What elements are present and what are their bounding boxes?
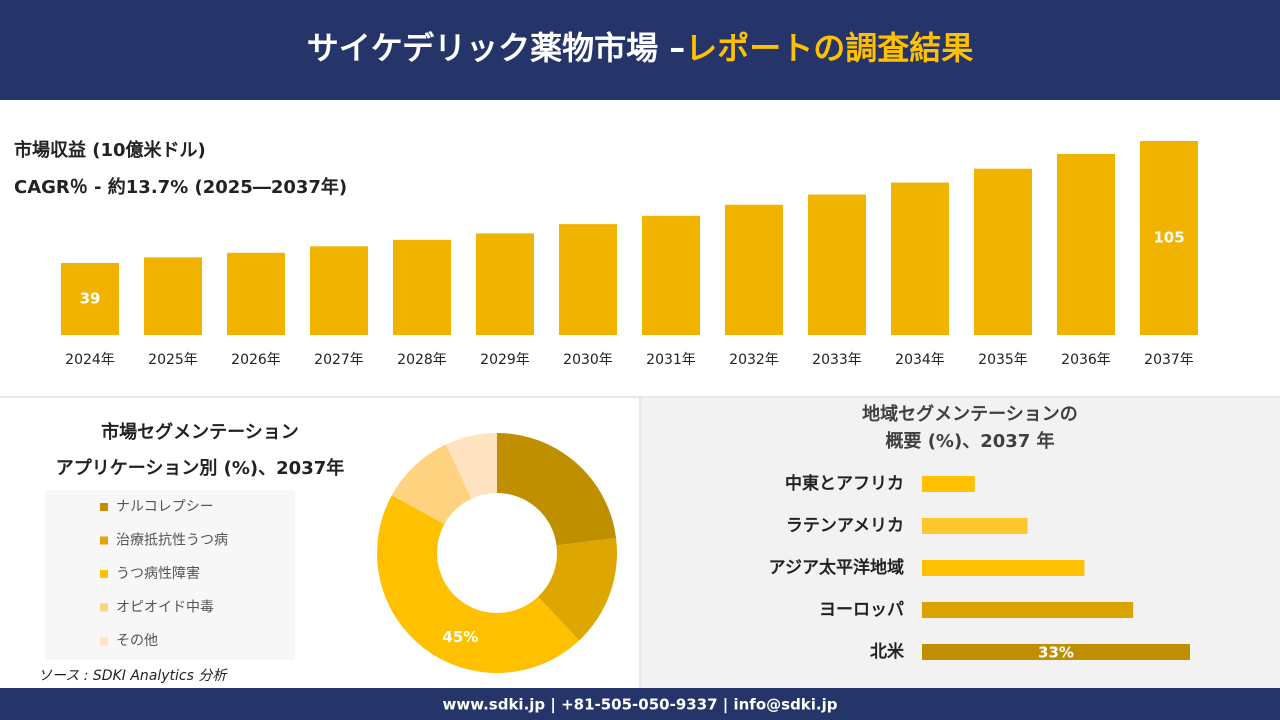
chart-subtitle: CAGR％ - 約13.7% (2025―2037年) <box>14 176 347 198</box>
source-note: ソース : SDKI Analytics 分析 <box>38 668 228 684</box>
bar <box>310 246 368 335</box>
x-tick-label: 2024年 <box>65 352 115 368</box>
legend-label: その他 <box>116 633 158 649</box>
bar <box>922 602 1134 618</box>
donut-segment <box>538 537 618 641</box>
x-tick-label: 2026年 <box>231 352 281 368</box>
x-tick-label: 2033年 <box>812 352 862 368</box>
bar <box>393 239 451 335</box>
bar <box>1140 141 1198 335</box>
legend-label: 治療抵抗性うつ病 <box>116 532 228 549</box>
bar <box>922 644 1190 660</box>
y-tick-label: 北米 <box>870 641 905 662</box>
x-tick-label: 2037年 <box>1144 352 1194 368</box>
region-panel <box>641 398 1280 688</box>
legend-swatch <box>100 603 108 612</box>
bar <box>725 204 783 335</box>
legend-swatch <box>100 503 108 511</box>
legend-swatch <box>100 570 108 578</box>
x-tick-label: 2027年 <box>314 352 364 368</box>
chart-title: 地域セグメンテーションの <box>862 403 1078 425</box>
chart-subtitle: 概要 (%)、2037 年 <box>885 430 1054 452</box>
legend-swatch <box>100 536 108 545</box>
bar <box>144 257 202 335</box>
y-tick-label: ヨーロッパ <box>819 600 904 620</box>
bar <box>891 182 949 335</box>
legend-label: うつ病性障害 <box>116 566 200 582</box>
footer-band <box>0 688 1280 720</box>
x-tick-label: 2034年 <box>895 352 945 368</box>
footer-contact: www.sdki.jp | +81-505-050-9337 | info@sd… <box>442 696 837 715</box>
bar <box>1057 153 1115 335</box>
x-tick-label: 2025年 <box>148 352 198 368</box>
x-tick-label: 2028年 <box>397 352 447 368</box>
x-tick-label: 2029年 <box>480 352 530 368</box>
x-tick-label: 2035年 <box>978 352 1028 368</box>
donut-segment <box>445 433 497 499</box>
legend-box <box>45 490 295 660</box>
value-label: 33% <box>1038 644 1074 662</box>
bar <box>974 168 1032 335</box>
bar <box>922 476 975 492</box>
value-label: 105 <box>1153 229 1184 247</box>
chart-subtitle: アプリケーション別 (%)、2037年 <box>56 457 345 479</box>
chart-title: 市場収益 (10億米ドル) <box>14 139 206 161</box>
x-tick-label: 2031年 <box>646 352 696 368</box>
x-tick-label: 2030年 <box>563 352 613 368</box>
donut-segment <box>497 432 617 546</box>
bar <box>559 224 617 335</box>
bar <box>61 262 119 335</box>
legend-swatch <box>100 637 108 645</box>
bar <box>476 233 534 335</box>
bar <box>642 215 700 335</box>
chart-title: 市場セグメンテーション <box>101 421 299 443</box>
bar <box>808 194 866 335</box>
bar <box>922 560 1085 576</box>
y-tick-label: 中東とアフリカ <box>785 473 904 494</box>
value-label: 45% <box>442 628 478 646</box>
legend-label: ナルコレプシー <box>116 499 214 515</box>
page-title: サイケデリック薬物市場 –レポートの調査結果 <box>307 29 974 67</box>
y-tick-label: アジア太平洋地域 <box>769 557 904 578</box>
donut-segment <box>391 444 472 525</box>
donut-segment <box>376 495 580 674</box>
bar <box>922 518 1028 534</box>
y-tick-label: ラテンアメリカ <box>786 516 904 536</box>
value-label: 39 <box>80 289 101 307</box>
x-tick-label: 2036年 <box>1061 352 1111 368</box>
bar <box>227 252 285 335</box>
header-band <box>0 0 1280 100</box>
title-highlight: レポートの調査結果 <box>685 29 973 67</box>
legend-label: オピオイド中毒 <box>116 600 214 616</box>
title-main: サイケデリック薬物市場 – <box>307 29 686 67</box>
x-tick-label: 2032年 <box>729 352 779 368</box>
